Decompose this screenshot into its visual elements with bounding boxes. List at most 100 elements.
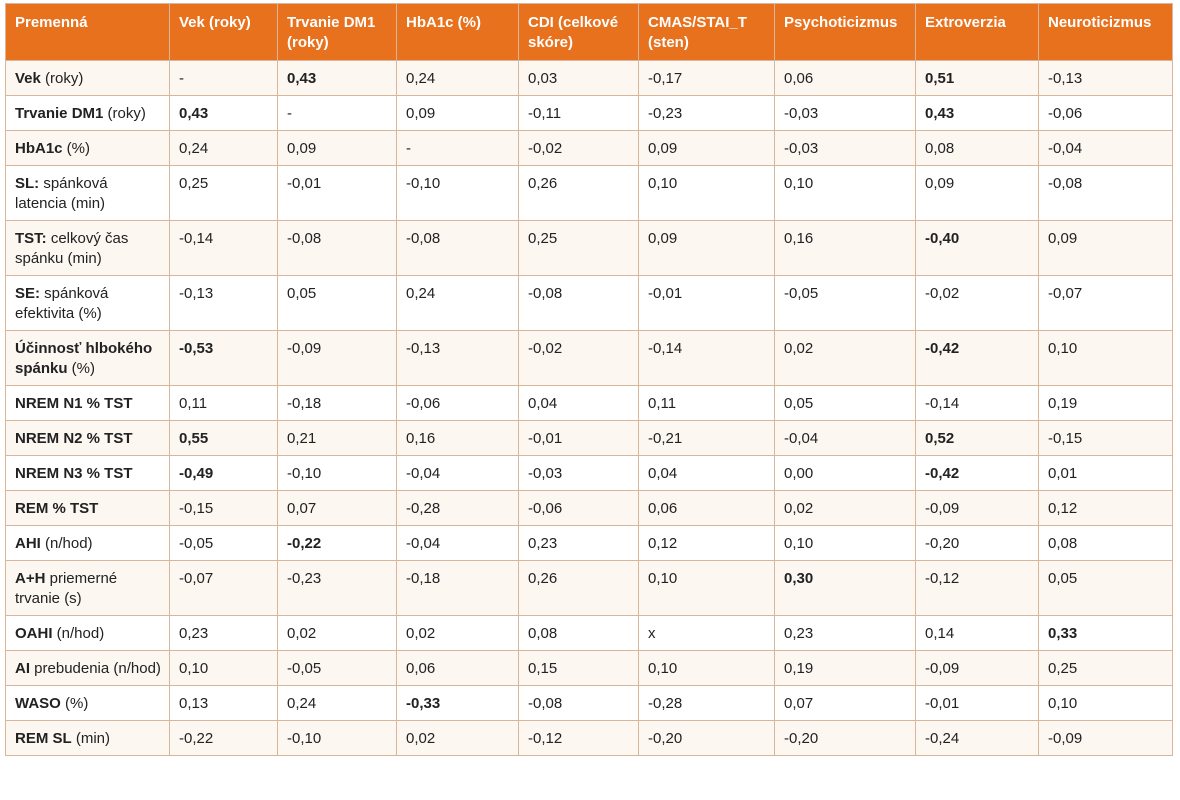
row-label: NREM N3 % TST	[5, 455, 170, 491]
column-header: CDI (celkové skóre)	[518, 3, 639, 61]
table-cell: -0,23	[277, 560, 397, 616]
row-label-bold: HbA1c	[15, 140, 63, 157]
row-label-bold: AI	[15, 660, 30, 677]
table-cell: 0,05	[1038, 560, 1173, 616]
row-label: Účinnosť hlbokého spánku (%)	[5, 330, 170, 386]
table-cell: 0,55	[169, 420, 278, 456]
table-cell: -	[169, 60, 278, 96]
table-cell: 0,06	[774, 60, 916, 96]
table-cell: 0,10	[169, 650, 278, 686]
table-cell: 0,26	[518, 165, 639, 221]
table-row: SE: spánková efektivita (%) -0,13 0,05 0,24…	[5, 275, 1173, 331]
table-cell: -0,06	[518, 490, 639, 526]
table-cell: 0,19	[1038, 385, 1173, 421]
table-cell: -0,06	[396, 385, 519, 421]
row-label: TST: celkový čas spánku (min)	[5, 220, 170, 276]
table-cell: 0,25	[1038, 650, 1173, 686]
table-cell: -0,18	[396, 560, 519, 616]
table-cell: -0,33	[396, 685, 519, 721]
table-cell: -0,18	[277, 385, 397, 421]
table-cell: -0,12	[915, 560, 1039, 616]
row-label-bold: A+H	[15, 570, 46, 587]
table-cell: -0,05	[774, 275, 916, 331]
row-label-bold: NREM N3 % TST	[15, 465, 133, 482]
correlation-table: Premenná Vek (roky) Trvanie DM1 (roky) H…	[5, 3, 1173, 756]
table-cell: 0,23	[169, 615, 278, 651]
table-cell: 0,12	[638, 525, 775, 561]
table-cell: 0,06	[396, 650, 519, 686]
table-cell: 0,24	[169, 130, 278, 166]
table-cell: -0,14	[169, 220, 278, 276]
row-label-rest: (n/hod)	[52, 625, 105, 642]
column-header: Trvanie DM1 (roky)	[277, 3, 397, 61]
table-cell: -0,10	[277, 720, 397, 756]
table-cell: 0,07	[774, 685, 916, 721]
table-cell: -0,49	[169, 455, 278, 491]
column-header: Extroverzia	[915, 3, 1039, 61]
table-row: NREM N2 % TST 0,55 0,21 0,16 -0,01 -0,21 -0,04…	[5, 420, 1173, 456]
row-label-bold: NREM N2 % TST	[15, 430, 133, 447]
row-label-rest: (roky)	[103, 105, 146, 122]
row-label-bold: Vek	[15, 70, 41, 87]
table-cell: 0,19	[774, 650, 916, 686]
table-cell: -0,01	[638, 275, 775, 331]
row-label-rest: celkový čas spánku (min)	[15, 230, 129, 267]
row-label: WASO (%)	[5, 685, 170, 721]
table-cell: 0,09	[638, 220, 775, 276]
table-cell: -0,22	[277, 525, 397, 561]
table-row: A+H priemerné trvanie (s) -0,07 -0,23 -0,18…	[5, 560, 1173, 616]
table-cell: -0,40	[915, 220, 1039, 276]
table-cell: 0,09	[1038, 220, 1173, 276]
row-label-bold: Trvanie DM1	[15, 105, 104, 122]
table-cell: -0,21	[638, 420, 775, 456]
row-label-bold: NREM N1 % TST	[15, 395, 133, 412]
table-cell: -	[277, 95, 397, 131]
row-label-rest: (n/hod)	[40, 535, 93, 552]
table-cell: 0,04	[638, 455, 775, 491]
row-label-bold: OAHI	[15, 625, 53, 642]
row-label-rest: spánková efektivita (%)	[15, 285, 109, 322]
table-cell: 0,23	[774, 615, 916, 651]
table-cell: 0,16	[774, 220, 916, 276]
table-cell: -0,09	[915, 490, 1039, 526]
table-cell: -0,08	[1038, 165, 1173, 221]
table-cell: -0,09	[915, 650, 1039, 686]
table-row: Trvanie DM1 (roky) 0,43-0,09 -0,11 -0,23 -0,…	[5, 95, 1173, 131]
table-cell: 0,03	[518, 60, 639, 96]
table-cell: -0,04	[1038, 130, 1173, 166]
table-cell: -0,01	[277, 165, 397, 221]
table-cell: -0,03	[518, 455, 639, 491]
row-label-bold: REM % TST	[15, 500, 99, 517]
row-label-rest: prebudenia (n/hod)	[30, 660, 161, 677]
row-label: REM % TST	[5, 490, 170, 526]
table-cell: 0,10	[638, 165, 775, 221]
table-cell: -0,14	[638, 330, 775, 386]
table-cell: 0,11	[169, 385, 278, 421]
row-label-rest: (min)	[71, 730, 110, 747]
row-label-rest: (%)	[62, 140, 91, 157]
table-cell: -0,42	[915, 330, 1039, 386]
table-cell: 0,24	[396, 60, 519, 96]
table-cell: 0,10	[638, 560, 775, 616]
row-label: SE: spánková efektivita (%)	[5, 275, 170, 331]
table-cell: -0,14	[915, 385, 1039, 421]
table-cell: 0,43	[169, 95, 278, 131]
table-cell: 0,24	[277, 685, 397, 721]
row-label-rest: (%)	[60, 695, 89, 712]
table-cell: 0,02	[396, 720, 519, 756]
table-cell: -0,06	[1038, 95, 1173, 131]
row-label-bold: AHI	[15, 535, 41, 552]
table-cell: -0,20	[774, 720, 916, 756]
row-label-bold: SE:	[15, 285, 41, 302]
table-cell: 0,10	[1038, 330, 1173, 386]
row-label: A+H priemerné trvanie (s)	[5, 560, 170, 616]
table-cell: 0,51	[915, 60, 1039, 96]
table-row: HbA1c (%) 0,24 0,09- -0,02 0,09 -0,03 0,08 -0,0…	[5, 130, 1173, 166]
row-label-rest: priemerné trvanie (s)	[15, 570, 118, 607]
table-cell: -0,02	[915, 275, 1039, 331]
row-label-bold: Účinnosť hlbokého spánku	[15, 340, 153, 377]
table-row: REM SL (min) -0,22 -0,10 0,02 -0,12 -0,20 -0,2…	[5, 720, 1173, 756]
row-label-bold: WASO	[15, 695, 61, 712]
table-row: TST: celkový čas spánku (min) -0,14 -0,08-…	[5, 220, 1173, 276]
row-label: SL: spánková latencia (min)	[5, 165, 170, 221]
